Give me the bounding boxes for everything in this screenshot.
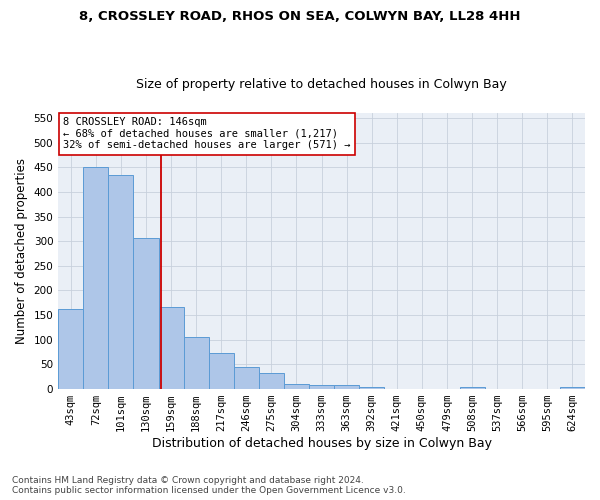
Bar <box>83 167 109 389</box>
Text: Contains HM Land Registry data © Crown copyright and database right 2024.
Contai: Contains HM Land Registry data © Crown c… <box>12 476 406 495</box>
Bar <box>334 385 359 389</box>
Bar <box>209 352 234 389</box>
Bar <box>359 386 385 389</box>
Bar <box>560 386 585 389</box>
Text: 8 CROSSLEY ROAD: 146sqm
← 68% of detached houses are smaller (1,217)
32% of semi: 8 CROSSLEY ROAD: 146sqm ← 68% of detache… <box>64 117 351 150</box>
X-axis label: Distribution of detached houses by size in Colwyn Bay: Distribution of detached houses by size … <box>152 437 491 450</box>
Bar <box>109 174 133 389</box>
Bar <box>158 307 184 389</box>
Title: Size of property relative to detached houses in Colwyn Bay: Size of property relative to detached ho… <box>136 78 507 91</box>
Bar <box>460 386 485 389</box>
Bar <box>259 374 284 389</box>
Text: 8, CROSSLEY ROAD, RHOS ON SEA, COLWYN BAY, LL28 4HH: 8, CROSSLEY ROAD, RHOS ON SEA, COLWYN BA… <box>79 10 521 23</box>
Bar <box>234 368 259 389</box>
Bar <box>133 238 158 389</box>
Y-axis label: Number of detached properties: Number of detached properties <box>15 158 28 344</box>
Bar <box>309 385 334 389</box>
Bar <box>58 308 83 389</box>
Bar <box>184 337 209 389</box>
Bar <box>284 384 309 389</box>
